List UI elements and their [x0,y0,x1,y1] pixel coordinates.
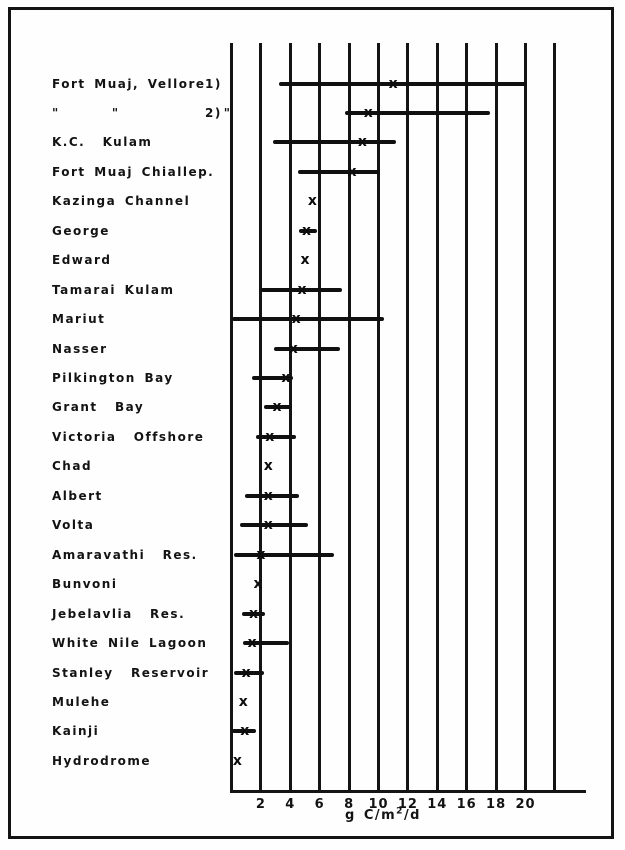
gridline [259,43,263,790]
mean-marker-x: x [281,370,291,386]
row-label: Albert [52,488,103,503]
row-label: White Nile Lagoon [52,636,208,651]
range-bar [234,670,264,675]
range-bar [278,81,527,86]
row-label: Kazinga Channel [52,194,191,209]
range-bar [274,346,341,351]
mean-marker-x: x [347,163,357,180]
x-tick-label: 20 [515,797,536,812]
range-bar [344,110,491,115]
mean-marker-x: x [256,546,266,563]
row-label: Victoria Offshore [52,429,205,444]
mean-marker-x: x [232,752,242,769]
row-label: Mariut [52,312,106,327]
gridline [288,43,292,790]
row-label: Kainji [52,724,100,739]
range-bar [244,493,300,498]
row-label: Tamarai Kulam [52,282,175,297]
row-label: Jebelavlia Res. [52,606,186,621]
gridline [347,43,351,790]
gridline [553,43,557,790]
x-axis-title: g C/m2/d [345,806,421,823]
x-tick-label: 14 [427,797,448,812]
range-bar [243,641,289,646]
gridline [406,43,410,790]
mean-marker-x: x [253,576,263,593]
mean-marker-x: x [363,104,373,121]
gridline [494,43,498,790]
x-tick-label: 6 [314,797,325,812]
row-label-suffix: 1) [205,76,222,91]
range-bar [260,287,342,292]
range-bar [231,317,385,322]
row-label-suffix: 2) [205,105,222,120]
row-label: " " " [52,105,232,120]
mean-marker-x: x [263,487,273,504]
x-tick-label: 18 [486,797,507,812]
row-label: Volta [52,518,95,533]
mean-marker-x: x [288,340,298,357]
gridline [524,43,527,790]
mean-marker-x: x [272,399,282,416]
gridline [230,43,233,790]
mean-marker-x: x [300,252,310,269]
mean-marker-x: x [301,222,311,239]
mean-marker-x: x [263,517,273,534]
row-label: Mulehe [52,694,111,709]
row-label: Edward [52,253,112,268]
mean-marker-x: x [241,664,251,681]
x-tick-label: 4 [285,797,296,812]
x-tick-label: 10 [368,797,389,812]
row-label: Stanley Reservoir [52,665,210,680]
mean-marker-x: x [247,635,257,652]
range-bar [252,376,294,380]
row-label: Bunvoni [52,577,118,592]
range-bar [256,434,297,439]
row-label: Chad [52,459,93,474]
x-axis-line [230,790,586,793]
x-tick-label: 16 [456,797,477,812]
x-tick-label: 8 [344,797,355,812]
mean-marker-x: x [291,311,301,328]
row-label: Grant Bay [52,400,145,415]
mean-marker-x: x [238,693,248,710]
mean-marker-x: x [357,134,367,151]
mean-marker-x: x [297,281,307,298]
mean-marker-x: x [388,75,398,92]
x-axis-title-suffix: /d [403,808,421,823]
range-bar [231,729,257,734]
row-label: George [52,223,110,238]
range-bar [272,140,397,145]
x-axis-title-prefix: g C/m [345,808,397,823]
range-bar [241,611,266,616]
gridline [377,43,380,790]
x-tick-label: 12 [397,797,418,812]
row-label: Nasser [52,341,108,356]
range-bar [263,405,292,410]
mean-marker-x: x [265,428,275,445]
figure-border [8,7,614,839]
mean-marker-x: x [240,723,250,740]
row-label: Pilkington Bay [52,371,174,385]
x-tick-label: 2 [255,797,266,812]
x-axis-title-superscript: 2 [396,806,404,817]
row-label: K.C. Kulam [52,135,153,150]
row-label: Fort Muaj Chiallep. [52,164,215,179]
range-bar [299,228,317,233]
row-label: Amaravathi Res. [52,547,198,562]
row-label: Hydrodrome [52,753,152,768]
range-bar [240,523,308,528]
range-bar [297,169,380,174]
range-bar [234,552,335,557]
mean-marker-x: x [263,458,273,475]
mean-marker-x: x [307,193,317,210]
gridline [465,43,469,790]
gridline [318,43,322,790]
mean-marker-x: x [249,605,259,622]
gridline [435,43,439,790]
row-label: Fort Muaj, Vellore [52,76,206,91]
